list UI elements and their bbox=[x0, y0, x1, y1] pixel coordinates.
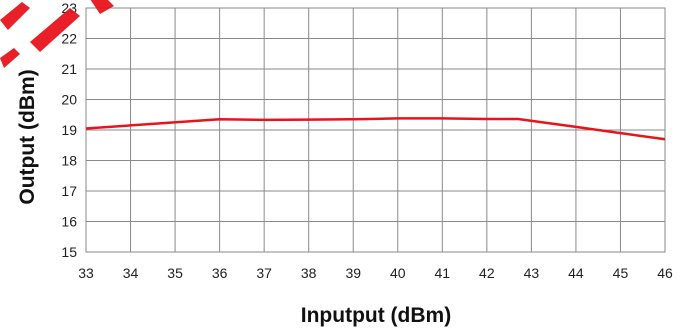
y-tick-label: 21 bbox=[61, 61, 77, 77]
x-tick-label: 45 bbox=[613, 265, 629, 281]
x-tick-label: 46 bbox=[657, 265, 673, 281]
y-axis-title: Output (dBm) bbox=[16, 69, 39, 204]
x-tick-label: 33 bbox=[78, 265, 94, 281]
y-tick-label: 16 bbox=[61, 214, 77, 230]
grid bbox=[85, 7, 666, 253]
y-tick-label: 19 bbox=[61, 122, 77, 138]
series-layer bbox=[85, 117, 666, 141]
y-tick-label: 17 bbox=[61, 183, 77, 199]
x-tick-label: 43 bbox=[524, 265, 540, 281]
y-tick-label: 18 bbox=[61, 153, 77, 169]
watermark-stroke bbox=[30, 8, 80, 52]
x-tick-label: 44 bbox=[568, 265, 584, 281]
x-axis-ticks: 33 34 35 36 37 38 39 40 41 42 43 44 45 46 bbox=[78, 265, 673, 281]
watermark-stroke bbox=[90, 0, 114, 14]
watermark-stroke bbox=[0, 2, 30, 30]
series-line bbox=[85, 117, 666, 141]
watermark-stroke bbox=[0, 48, 20, 68]
x-tick-label: 41 bbox=[435, 265, 451, 281]
x-tick-label: 34 bbox=[123, 265, 139, 281]
x-axis-title: Inputput (dBm) bbox=[301, 304, 451, 327]
y-tick-label: 22 bbox=[61, 31, 77, 47]
x-tick-label: 35 bbox=[167, 265, 183, 281]
x-tick-label: 42 bbox=[479, 265, 495, 281]
x-tick-label: 36 bbox=[212, 265, 228, 281]
watermark-logo bbox=[0, 0, 114, 68]
y-tick-label: 20 bbox=[61, 92, 77, 108]
x-tick-label: 38 bbox=[301, 265, 317, 281]
x-tick-label: 40 bbox=[390, 265, 406, 281]
x-tick-label: 39 bbox=[345, 265, 361, 281]
x-tick-label: 37 bbox=[256, 265, 272, 281]
y-tick-label: 15 bbox=[61, 244, 77, 260]
